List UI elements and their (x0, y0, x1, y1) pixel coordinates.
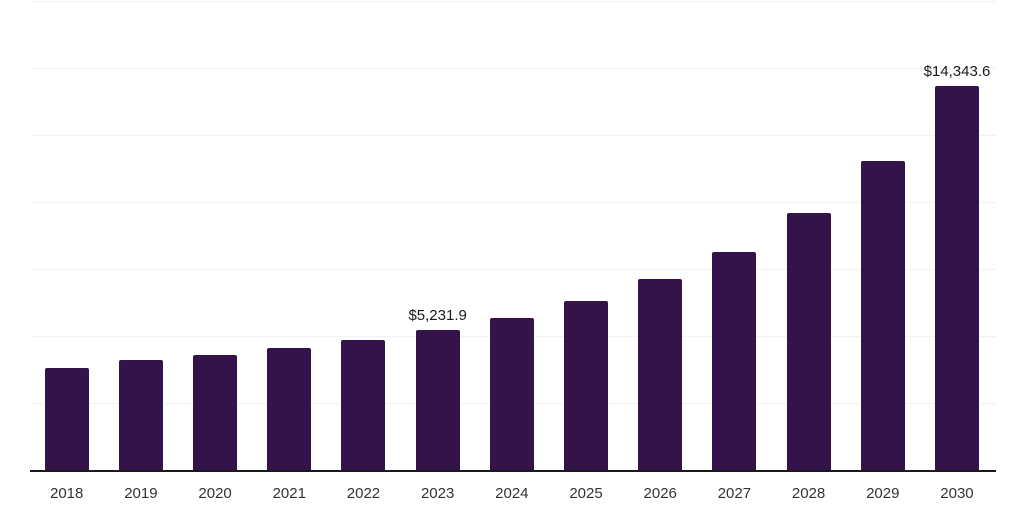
bar-2028 (786, 213, 831, 470)
x-tick-label: 2019 (124, 485, 158, 502)
gridline (30, 68, 996, 69)
bar-2027 (712, 251, 757, 470)
x-tick-label: 2018 (50, 485, 84, 502)
bar-2025 (564, 301, 609, 470)
x-tick-label: 2025 (569, 485, 603, 502)
gridline (30, 135, 996, 136)
x-tick-label: 2024 (495, 485, 529, 502)
x-tick-label: 2027 (717, 485, 752, 502)
bar-2029 (860, 161, 905, 470)
bar-2019 (118, 360, 163, 470)
bar-2024 (489, 317, 534, 470)
x-tick-label: 2028 (791, 485, 826, 502)
value-label-2030: $14,343.6 (923, 62, 991, 80)
bar-2022 (341, 340, 386, 470)
x-tick-label: 2026 (643, 485, 677, 502)
value-label-2023: $5,231.9 (408, 306, 467, 324)
plot-area: $5,231.9 $14,343.6 (30, 1, 996, 470)
x-tick-label: 2030 (940, 485, 974, 502)
gridline (30, 269, 996, 270)
x-tick-label: 2021 (272, 485, 306, 502)
bar-2030 (934, 85, 979, 470)
x-tick-label: 2022 (346, 485, 381, 502)
bar-2018 (44, 367, 89, 470)
bar-2026 (638, 279, 683, 470)
bar-2020 (193, 355, 238, 470)
x-tick-label: 2029 (866, 485, 900, 502)
x-tick-label: 2023 (420, 485, 455, 502)
gridline (30, 1, 996, 2)
x-axis-line (30, 470, 996, 472)
bar-2023 (415, 329, 460, 470)
x-tick-label: 2020 (198, 485, 232, 502)
bar-2021 (267, 348, 312, 470)
gridline (30, 202, 996, 203)
